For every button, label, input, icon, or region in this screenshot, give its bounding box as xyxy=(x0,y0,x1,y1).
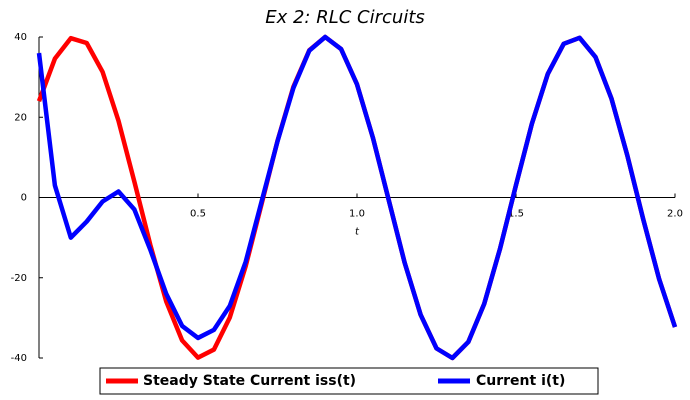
x-tick-label: 1.0 xyxy=(349,209,365,220)
y-tick-label: -20 xyxy=(11,273,27,284)
chart-title: Ex 2: RLC Circuits xyxy=(265,7,425,28)
y-tick-label: 0 xyxy=(21,193,27,204)
x-tick-label: 2.0 xyxy=(667,209,683,220)
y-tick-label: -40 xyxy=(11,353,27,364)
x-tick-label: 0.5 xyxy=(190,209,206,220)
y-tick-label: 40 xyxy=(14,32,27,43)
legend-label: Current i(t) xyxy=(476,373,565,389)
series-line xyxy=(36,34,678,361)
y-tick-label: 20 xyxy=(14,112,27,123)
x-axis-label: t xyxy=(355,227,360,238)
legend-box xyxy=(99,367,599,395)
legend-label: Steady State Current iss(t) xyxy=(143,373,356,389)
x-tick-label: 1.5 xyxy=(508,209,524,220)
